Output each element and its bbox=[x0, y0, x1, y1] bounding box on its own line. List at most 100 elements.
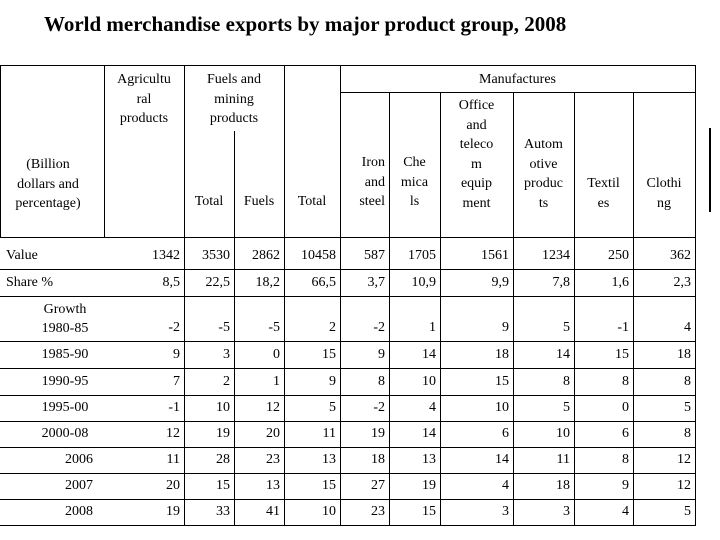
table-cell: 362 bbox=[670, 248, 691, 263]
unit-label: (Billion bbox=[26, 157, 70, 172]
table-cell: 23 bbox=[266, 452, 280, 467]
table-cell: 11 bbox=[556, 452, 570, 467]
col-divider bbox=[633, 92, 634, 237]
table-cell: 22,5 bbox=[205, 275, 231, 290]
row-divider bbox=[0, 525, 696, 526]
row-label: 1995-00 bbox=[41, 400, 89, 415]
table-cell: 1342 bbox=[152, 248, 180, 263]
table-cell: 15 bbox=[615, 347, 629, 362]
row-label: 2000-08 bbox=[41, 426, 89, 441]
header-bottom-border bbox=[0, 237, 696, 238]
table-cell: 18,2 bbox=[255, 275, 281, 290]
table-cell: 6 bbox=[502, 426, 509, 441]
table-cell: 587 bbox=[364, 248, 385, 263]
table-cell: 2862 bbox=[252, 248, 280, 263]
fuels-header: Fuels bbox=[243, 194, 275, 209]
office-telecom-header: m bbox=[471, 156, 482, 172]
table-cell: 13 bbox=[322, 452, 336, 467]
col-divider bbox=[440, 237, 441, 525]
table-cell: 12 bbox=[677, 478, 691, 493]
office-telecom-header: ment bbox=[462, 195, 491, 211]
table-cell: 12 bbox=[266, 400, 280, 415]
table-cell: 2,3 bbox=[673, 275, 692, 290]
col-divider bbox=[389, 237, 390, 525]
row-divider bbox=[0, 499, 696, 500]
col-divider bbox=[340, 65, 341, 525]
table-cell: 4 bbox=[502, 478, 509, 493]
table-cell: -2 bbox=[373, 400, 385, 415]
unit-label: dollars and bbox=[17, 176, 79, 192]
table-cell: -2 bbox=[168, 320, 180, 335]
table-cell: 7,8 bbox=[552, 275, 571, 290]
agricultural-header: products bbox=[119, 111, 169, 126]
table-cell: 9 bbox=[329, 374, 336, 389]
row-divider bbox=[0, 269, 696, 270]
textiles-header: es bbox=[597, 195, 610, 211]
table-cell: 9 bbox=[173, 347, 180, 362]
iron-steel-header: and bbox=[364, 174, 385, 190]
table-cell: 9 bbox=[378, 347, 385, 362]
table-cell: -1 bbox=[617, 320, 629, 335]
header-col-divider bbox=[104, 65, 105, 237]
table-cell: 5 bbox=[563, 400, 570, 415]
table-cell: 5 bbox=[684, 400, 691, 415]
table-cell: 19 bbox=[166, 504, 180, 519]
table-cell: 10 bbox=[556, 426, 570, 441]
row-label: 1990-95 bbox=[41, 374, 89, 389]
table-cell: 1234 bbox=[542, 248, 570, 263]
table-cell: 8 bbox=[684, 426, 691, 441]
col-divider bbox=[574, 92, 575, 237]
col-divider bbox=[574, 237, 575, 525]
row-label: 2007 bbox=[65, 478, 93, 493]
table-cell: 20 bbox=[266, 426, 280, 441]
fuels-mining-header: Fuels and bbox=[206, 72, 262, 87]
table-cell: 18 bbox=[495, 347, 509, 362]
col-divider bbox=[513, 237, 514, 525]
automotive-header: Autom bbox=[524, 137, 563, 152]
table-cell: 9 bbox=[622, 478, 629, 493]
row-divider bbox=[0, 341, 696, 342]
row-label: 1980-85 bbox=[41, 321, 89, 336]
col-divider bbox=[284, 65, 285, 525]
unit-label: percentage) bbox=[15, 196, 81, 211]
manufactures-total-header: Total bbox=[297, 194, 327, 209]
textiles-header: Textil bbox=[587, 176, 620, 191]
table-cell: -2 bbox=[373, 320, 385, 335]
table-cell: 14 bbox=[495, 452, 509, 467]
table-cell: 19 bbox=[422, 478, 436, 493]
table-cell: 15 bbox=[322, 347, 336, 362]
table-cell: 5 bbox=[684, 504, 691, 519]
table-cell: 19 bbox=[216, 426, 230, 441]
table-cell: 11 bbox=[166, 452, 180, 467]
office-telecom-header: Office bbox=[458, 98, 495, 113]
table-cell: 15 bbox=[216, 478, 230, 493]
table-cell: 14 bbox=[422, 347, 436, 362]
table-cell: 10 bbox=[216, 400, 230, 415]
table-cell: 4 bbox=[429, 400, 436, 415]
fuels-mining-header: mining bbox=[214, 91, 254, 107]
table-cell: 8 bbox=[563, 374, 570, 389]
table-cell: 5 bbox=[329, 400, 336, 415]
table-cell: 66,5 bbox=[311, 275, 337, 290]
table-cell: 4 bbox=[622, 504, 629, 519]
office-telecom-header: equip bbox=[460, 176, 493, 191]
table-cell: 12 bbox=[677, 452, 691, 467]
office-telecom-header: and bbox=[466, 117, 487, 133]
row-divider bbox=[0, 368, 696, 369]
row-divider bbox=[0, 421, 696, 422]
chemicals-header: mica bbox=[400, 174, 429, 190]
clothing-header: ng bbox=[657, 195, 671, 211]
row-divider bbox=[0, 447, 696, 448]
table-cell: 3 bbox=[223, 347, 230, 362]
table-cell: 3,7 bbox=[367, 275, 386, 290]
clothing-header: Clothi bbox=[646, 176, 682, 191]
table-cell: 12 bbox=[166, 426, 180, 441]
table-cell: 0 bbox=[622, 400, 629, 415]
table-cell: 4 bbox=[684, 320, 691, 335]
table-cell: 41 bbox=[266, 504, 280, 519]
row-label: Share % bbox=[6, 275, 54, 290]
fuels-mining-header: products bbox=[209, 111, 259, 126]
table-cell: 1 bbox=[273, 374, 280, 389]
table-cell: 2 bbox=[329, 320, 336, 335]
table-cell: 13 bbox=[422, 452, 436, 467]
